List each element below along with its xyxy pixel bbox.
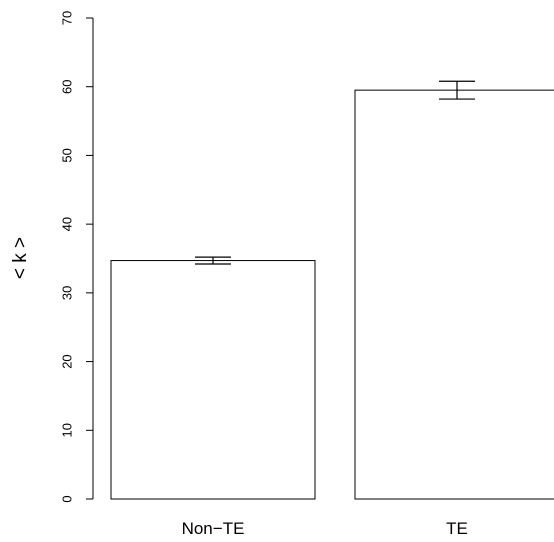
y-tick-label: 0 [60,495,75,502]
y-tick-label: 40 [60,217,75,231]
bar-2 [354,89,554,500]
y-tick-label: 50 [60,148,75,162]
y-tick-label: 30 [60,286,75,300]
error-bars [195,80,475,265]
y-tick-label: 10 [60,423,75,437]
y-axis: 0 10 20 30 40 50 60 70 [60,11,94,503]
y-tick-label: 70 [60,11,75,25]
x-category-label: Non−TE [182,519,245,538]
bars [110,89,554,500]
y-tick-label: 20 [60,354,75,368]
bar-1 [110,260,316,500]
y-tick-label: 60 [60,79,75,93]
y-axis-label: < k > [10,237,31,279]
x-category-label: TE [446,519,468,538]
x-axis-labels: Non−TE TE [182,519,468,538]
